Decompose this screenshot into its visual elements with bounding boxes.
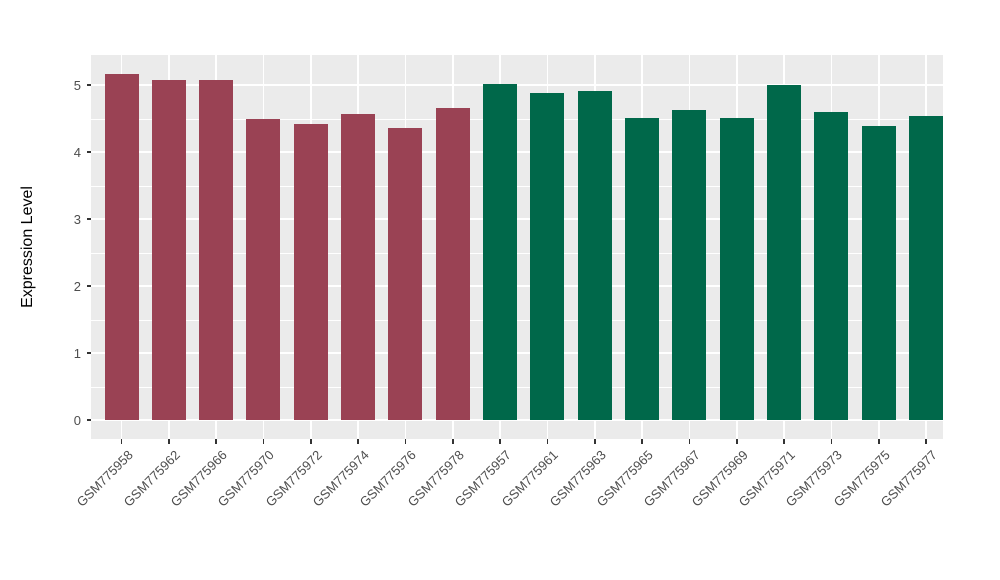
bar-GSM775963 [577, 91, 612, 420]
bar-GSM775972 [293, 123, 328, 420]
x-tick-mark [830, 439, 833, 444]
bar-GSM775957 [483, 83, 518, 420]
x-tick-mark [688, 439, 691, 444]
x-tick-mark [736, 439, 738, 444]
gridline-major-y [91, 419, 943, 421]
bar-GSM775969 [719, 117, 754, 420]
y-tick-label: 2 [73, 278, 81, 294]
bar-GSM775975 [861, 125, 896, 420]
bar-GSM775974 [341, 113, 376, 420]
x-tick-mark [357, 439, 359, 444]
bar-GSM775965 [625, 117, 660, 420]
y-tick-label: 5 [73, 77, 81, 93]
bar-GSM775967 [672, 110, 707, 420]
x-tick-mark [499, 439, 501, 444]
bar-GSM775958 [104, 74, 139, 420]
x-tick-mark [641, 439, 643, 444]
x-tick-mark [168, 439, 170, 444]
bar-GSM775962 [151, 80, 186, 420]
y-tick-label: 4 [73, 144, 81, 160]
x-tick-mark [215, 439, 217, 444]
bar-GSM775970 [246, 118, 281, 420]
x-tick-mark [404, 439, 407, 444]
y-tick-mark [86, 285, 91, 287]
x-tick-mark [546, 439, 549, 444]
x-tick-mark [262, 439, 265, 444]
y-tick-label: 0 [73, 412, 81, 428]
y-tick-label: 1 [73, 345, 81, 361]
y-tick-mark [86, 218, 91, 220]
y-axis-title: Expression Level [19, 186, 36, 308]
x-tick-mark [310, 439, 312, 444]
y-tick-mark [86, 352, 91, 354]
y-tick-mark [86, 151, 91, 153]
x-tick-mark [878, 439, 880, 444]
bar-GSM775971 [767, 85, 802, 420]
x-tick-mark [925, 439, 927, 444]
y-tick-label: 3 [73, 211, 81, 227]
bar-GSM775966 [199, 80, 234, 420]
bar-GSM775961 [530, 93, 565, 420]
bar-GSM775973 [814, 112, 849, 420]
x-tick-mark [783, 439, 785, 444]
x-tick-mark [594, 439, 596, 444]
bar-GSM775978 [435, 108, 470, 420]
x-tick-mark [120, 439, 123, 444]
y-tick-mark [86, 84, 91, 86]
bar-GSM775976 [388, 127, 423, 420]
y-tick-mark [86, 419, 91, 421]
x-tick-mark [452, 439, 454, 444]
bar-GSM775977 [909, 115, 944, 420]
